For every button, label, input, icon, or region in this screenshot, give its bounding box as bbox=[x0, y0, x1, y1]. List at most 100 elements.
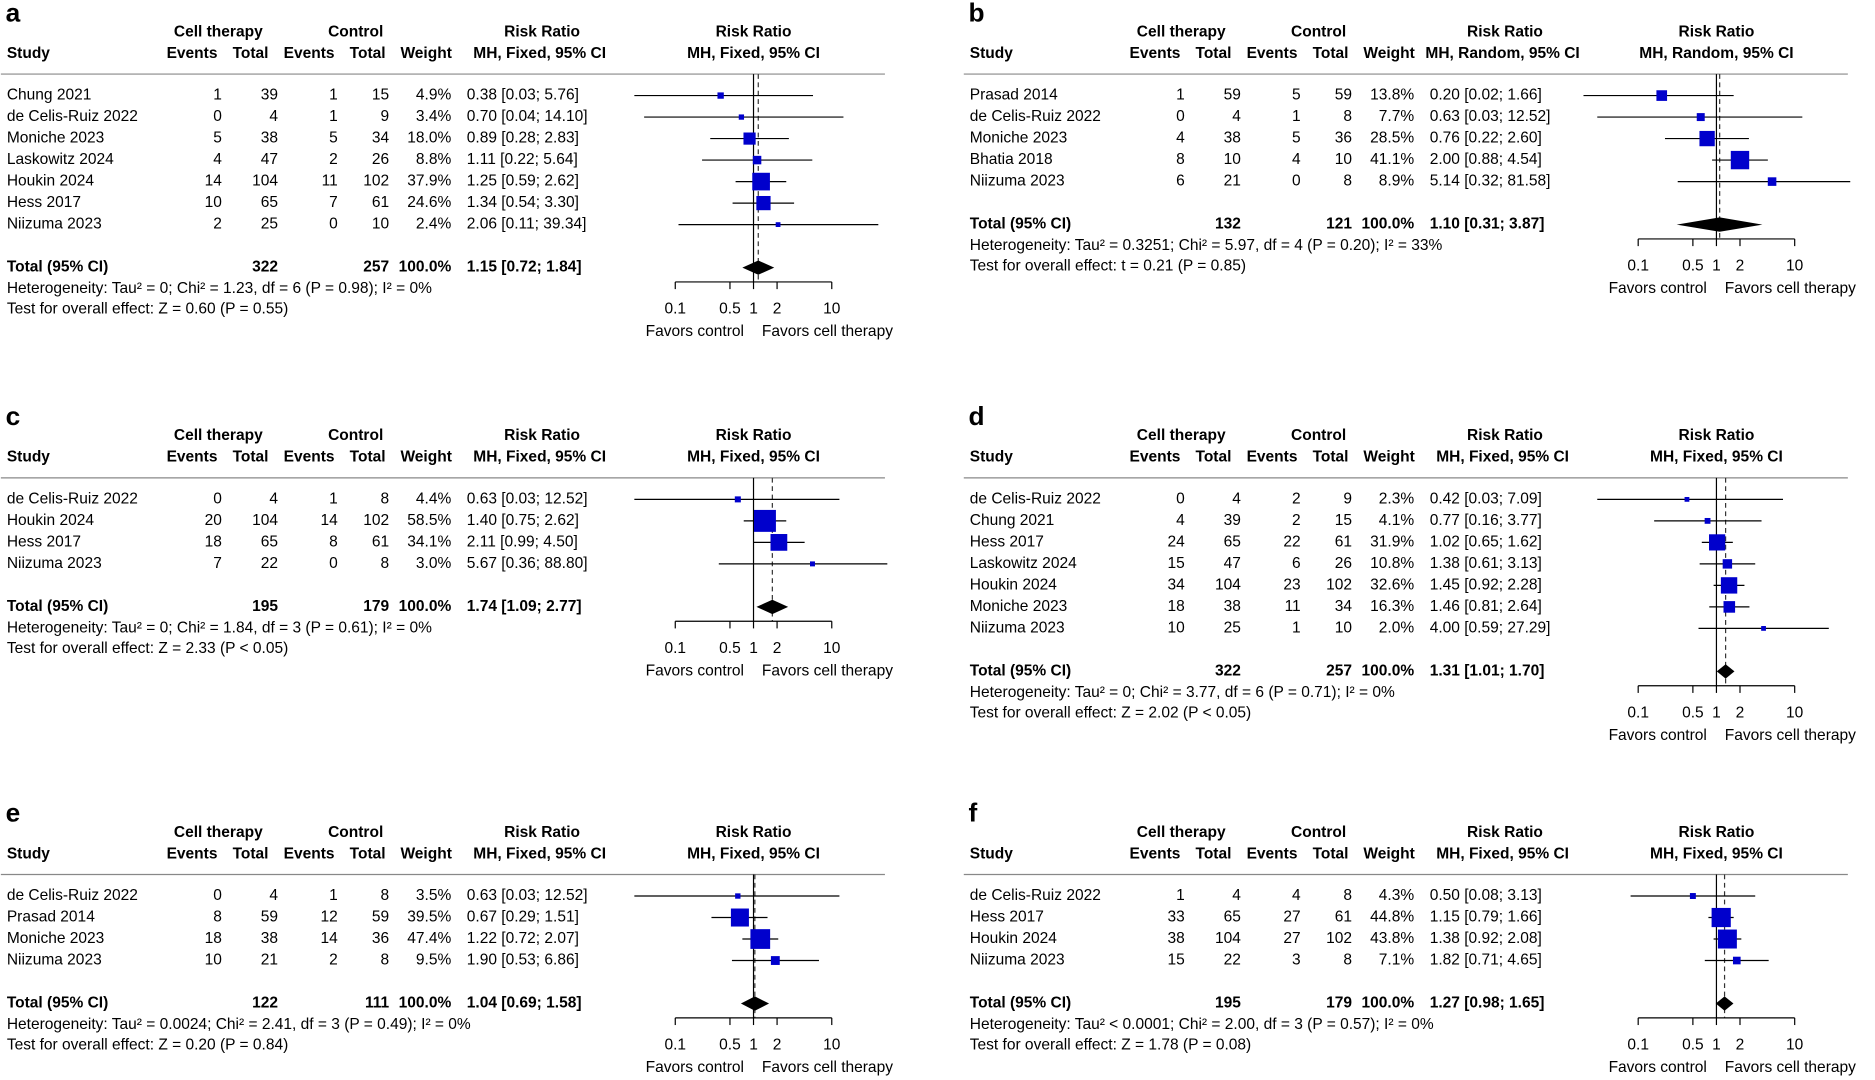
plot-header: MH, Fixed, 95% CI bbox=[1650, 845, 1783, 862]
ctrl-events: 3 bbox=[1292, 952, 1301, 969]
favors-left: Favors control bbox=[1609, 280, 1707, 297]
column-header: Risk Ratio bbox=[504, 23, 580, 40]
ctrl-total: 8 bbox=[1343, 108, 1352, 125]
ctrl-events: 23 bbox=[1283, 577, 1300, 594]
exp-total: 22 bbox=[1224, 952, 1241, 969]
ci-label: 0.89 [0.28; 2.83] bbox=[467, 130, 579, 147]
ctrl-events: 5 bbox=[1292, 87, 1301, 104]
ci-label: 1.11 [0.22; 5.64] bbox=[467, 151, 578, 168]
group-header: Cell therapy bbox=[1137, 23, 1226, 40]
study-square bbox=[1709, 534, 1726, 551]
exp-total: 10 bbox=[1224, 151, 1242, 168]
group-header: Control bbox=[1291, 23, 1346, 40]
x-tick-label: 0.1 bbox=[1627, 704, 1649, 721]
ctrl-total: 59 bbox=[372, 909, 389, 926]
ctrl-events: 1 bbox=[329, 887, 338, 904]
total-ci-label: 1.15 [0.72; 1.84] bbox=[467, 259, 582, 276]
weight-label: 16.3% bbox=[1370, 598, 1414, 615]
exp-events: 0 bbox=[213, 887, 222, 904]
ctrl-total: 26 bbox=[372, 151, 389, 168]
ctrl-total: 26 bbox=[1335, 555, 1352, 572]
study-square bbox=[730, 908, 749, 927]
exp-events: 20 bbox=[205, 512, 223, 529]
x-tick-label: 2 bbox=[773, 640, 782, 657]
x-tick-label: 2 bbox=[1736, 1036, 1745, 1053]
ctrl-events: 5 bbox=[1292, 130, 1301, 147]
forest-panel: e Cell therapy Control Risk Ratio Study Event… bbox=[0, 798, 893, 1076]
x-tick-label: 2 bbox=[773, 301, 782, 318]
column-header: Total bbox=[233, 845, 269, 862]
exp-events: 15 bbox=[1168, 952, 1185, 969]
exp-events: 4 bbox=[1176, 512, 1185, 529]
exp-total: 38 bbox=[1224, 598, 1241, 615]
total-weight: 100.0% bbox=[399, 259, 452, 276]
ctrl-events: 4 bbox=[1292, 887, 1301, 904]
x-tick-label: 10 bbox=[1786, 704, 1804, 721]
weight-label: 8.9% bbox=[1379, 173, 1415, 190]
ctrl-events: 22 bbox=[1283, 533, 1300, 550]
exp-events: 1 bbox=[213, 87, 222, 104]
column-header: Events bbox=[284, 45, 335, 62]
favors-right: Favors cell therapy bbox=[762, 1059, 893, 1076]
study-name: Houkin 2024 bbox=[970, 930, 1057, 947]
plot-header: MH, Fixed, 95% CI bbox=[687, 45, 820, 62]
ci-label: 4.00 [0.59; 27.29] bbox=[1430, 620, 1551, 637]
x-tick-label: 10 bbox=[823, 301, 841, 318]
study-square bbox=[1717, 929, 1737, 949]
exp-events: 1 bbox=[1176, 887, 1185, 904]
exp-events: 18 bbox=[1168, 598, 1185, 615]
exp-events: 33 bbox=[1168, 909, 1185, 926]
exp-events: 0 bbox=[213, 490, 222, 507]
ctrl-total: 8 bbox=[380, 555, 389, 572]
total-exp: 195 bbox=[1215, 995, 1241, 1012]
x-tick-label: 0.1 bbox=[664, 640, 686, 657]
ctrl-total: 8 bbox=[380, 490, 389, 507]
group-header: Cell therapy bbox=[1137, 824, 1226, 841]
column-header: Weight bbox=[400, 449, 451, 466]
study-name: Moniche 2023 bbox=[7, 130, 104, 147]
exp-events: 6 bbox=[1176, 173, 1185, 190]
study-name: Moniche 2023 bbox=[7, 930, 104, 947]
ci-label: 5.67 [0.36; 88.80] bbox=[467, 555, 588, 572]
study-name: Niizuma 2023 bbox=[7, 216, 102, 233]
pooled-diamond bbox=[1716, 664, 1735, 679]
column-header: Weight bbox=[400, 45, 451, 62]
weight-label: 43.8% bbox=[1370, 930, 1414, 947]
x-tick-label: 0.1 bbox=[664, 1036, 686, 1053]
column-header: Events bbox=[1129, 45, 1180, 62]
study-square bbox=[735, 893, 741, 899]
panel-letter: e bbox=[6, 798, 21, 828]
exp-events: 15 bbox=[1168, 555, 1185, 572]
study-square bbox=[1722, 559, 1733, 569]
study-name: Hess 2017 bbox=[7, 533, 81, 550]
study-name: Prasad 2014 bbox=[970, 87, 1058, 104]
ci-label: 1.34 [0.54; 3.30] bbox=[467, 194, 579, 211]
column-header: Study bbox=[7, 449, 50, 466]
ci-label: 0.67 [0.29; 1.51] bbox=[467, 909, 579, 926]
study-name: Houkin 2024 bbox=[7, 173, 94, 190]
weight-label: 47.4% bbox=[407, 930, 451, 947]
forest-panel: a Cell therapy Control Risk Ratio Study Event… bbox=[0, 0, 893, 340]
ctrl-total: 61 bbox=[1335, 909, 1352, 926]
column-header: Weight bbox=[1363, 449, 1414, 466]
ctrl-total: 8 bbox=[1343, 887, 1352, 904]
exp-events: 18 bbox=[205, 930, 222, 947]
study-square bbox=[1656, 90, 1668, 101]
column-header: Total bbox=[1313, 449, 1349, 466]
x-tick-label: 10 bbox=[1786, 1036, 1804, 1053]
x-tick-label: 0.1 bbox=[664, 301, 686, 318]
study-name: Laskowitz 2024 bbox=[7, 151, 114, 168]
study-square bbox=[756, 195, 771, 211]
column-header: Weight bbox=[1363, 45, 1414, 62]
plot-header: MH, Fixed, 95% CI bbox=[687, 845, 820, 862]
exp-total: 4 bbox=[269, 887, 278, 904]
ctrl-events: 14 bbox=[320, 512, 338, 529]
total-weight: 100.0% bbox=[1362, 216, 1415, 233]
exp-events: 2 bbox=[213, 216, 222, 233]
ctrl-events: 7 bbox=[329, 194, 338, 211]
study-name: Moniche 2023 bbox=[970, 130, 1067, 147]
heterogeneity: Heterogeneity: Tau² = 0.0024; Chi² = 2.4… bbox=[7, 1016, 471, 1033]
study-name: Houkin 2024 bbox=[7, 512, 94, 529]
exp-events: 14 bbox=[205, 173, 223, 190]
